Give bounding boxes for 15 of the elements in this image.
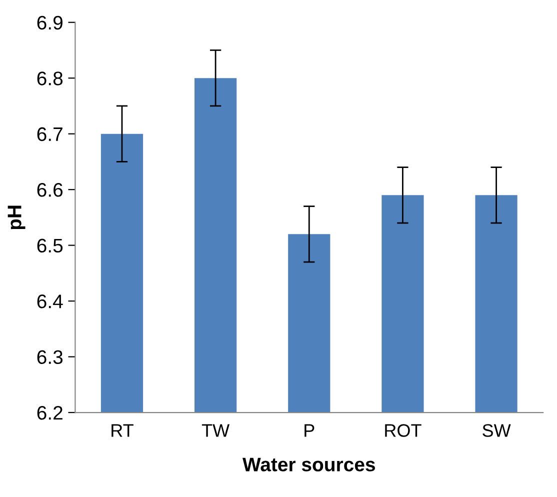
x-tick-label: RT: [112, 424, 134, 437]
y-axis-title: pH: [8, 206, 26, 230]
y-tick-label: 6.3: [37, 350, 63, 364]
y-tick-label: 6.7: [37, 127, 62, 142]
y-tick-label: 6.9: [37, 16, 62, 30]
y-tick-label: 6.6: [37, 183, 63, 197]
y-tick-label: 6.5: [37, 238, 63, 253]
x-tick-label: ROT: [385, 424, 422, 437]
y-tick-label: 6.2: [37, 406, 62, 420]
y-tick-label: 6.8: [37, 72, 63, 86]
x-axis-title: Water sources: [242, 458, 375, 472]
x-tick-label: P: [304, 424, 314, 437]
x-tick-label: SW: [482, 424, 511, 437]
y-tick-label: 6.4: [37, 294, 63, 308]
x-tick-label: TW: [202, 424, 230, 437]
